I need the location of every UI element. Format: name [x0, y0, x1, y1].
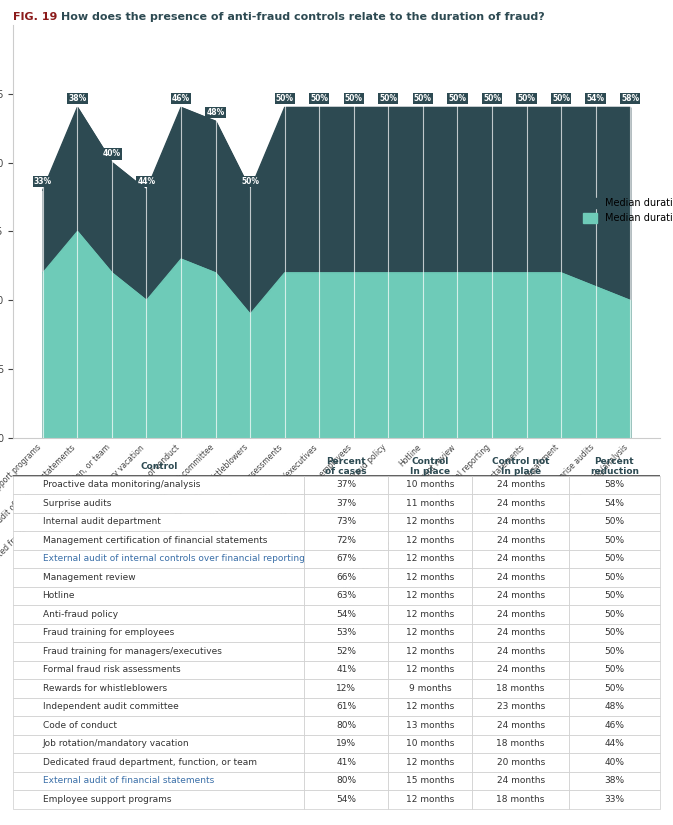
Text: 50%: 50% [345, 94, 363, 103]
Text: 48%: 48% [207, 108, 225, 117]
Text: 58%: 58% [621, 94, 639, 103]
Text: 50%: 50% [518, 94, 536, 103]
Legend: Median duration without controls, Median duration with controls: Median duration without controls, Median… [579, 194, 673, 228]
Text: 50%: 50% [414, 94, 432, 103]
Text: 38%: 38% [68, 94, 87, 103]
Text: 50%: 50% [483, 94, 501, 103]
Text: 33%: 33% [34, 177, 52, 186]
Text: 50%: 50% [241, 177, 259, 186]
Text: 50%: 50% [380, 94, 397, 103]
Text: 50%: 50% [310, 94, 328, 103]
Text: 44%: 44% [137, 177, 155, 186]
Text: 50%: 50% [552, 94, 570, 103]
Text: 46%: 46% [172, 94, 190, 103]
Text: 50%: 50% [276, 94, 293, 103]
Text: 50%: 50% [448, 94, 466, 103]
Text: FIG. 19: FIG. 19 [13, 12, 58, 22]
Text: 54%: 54% [587, 94, 604, 103]
Text: 40%: 40% [103, 149, 121, 158]
Text: How does the presence of anti-fraud controls relate to the duration of fraud?: How does the presence of anti-fraud cont… [61, 12, 544, 22]
